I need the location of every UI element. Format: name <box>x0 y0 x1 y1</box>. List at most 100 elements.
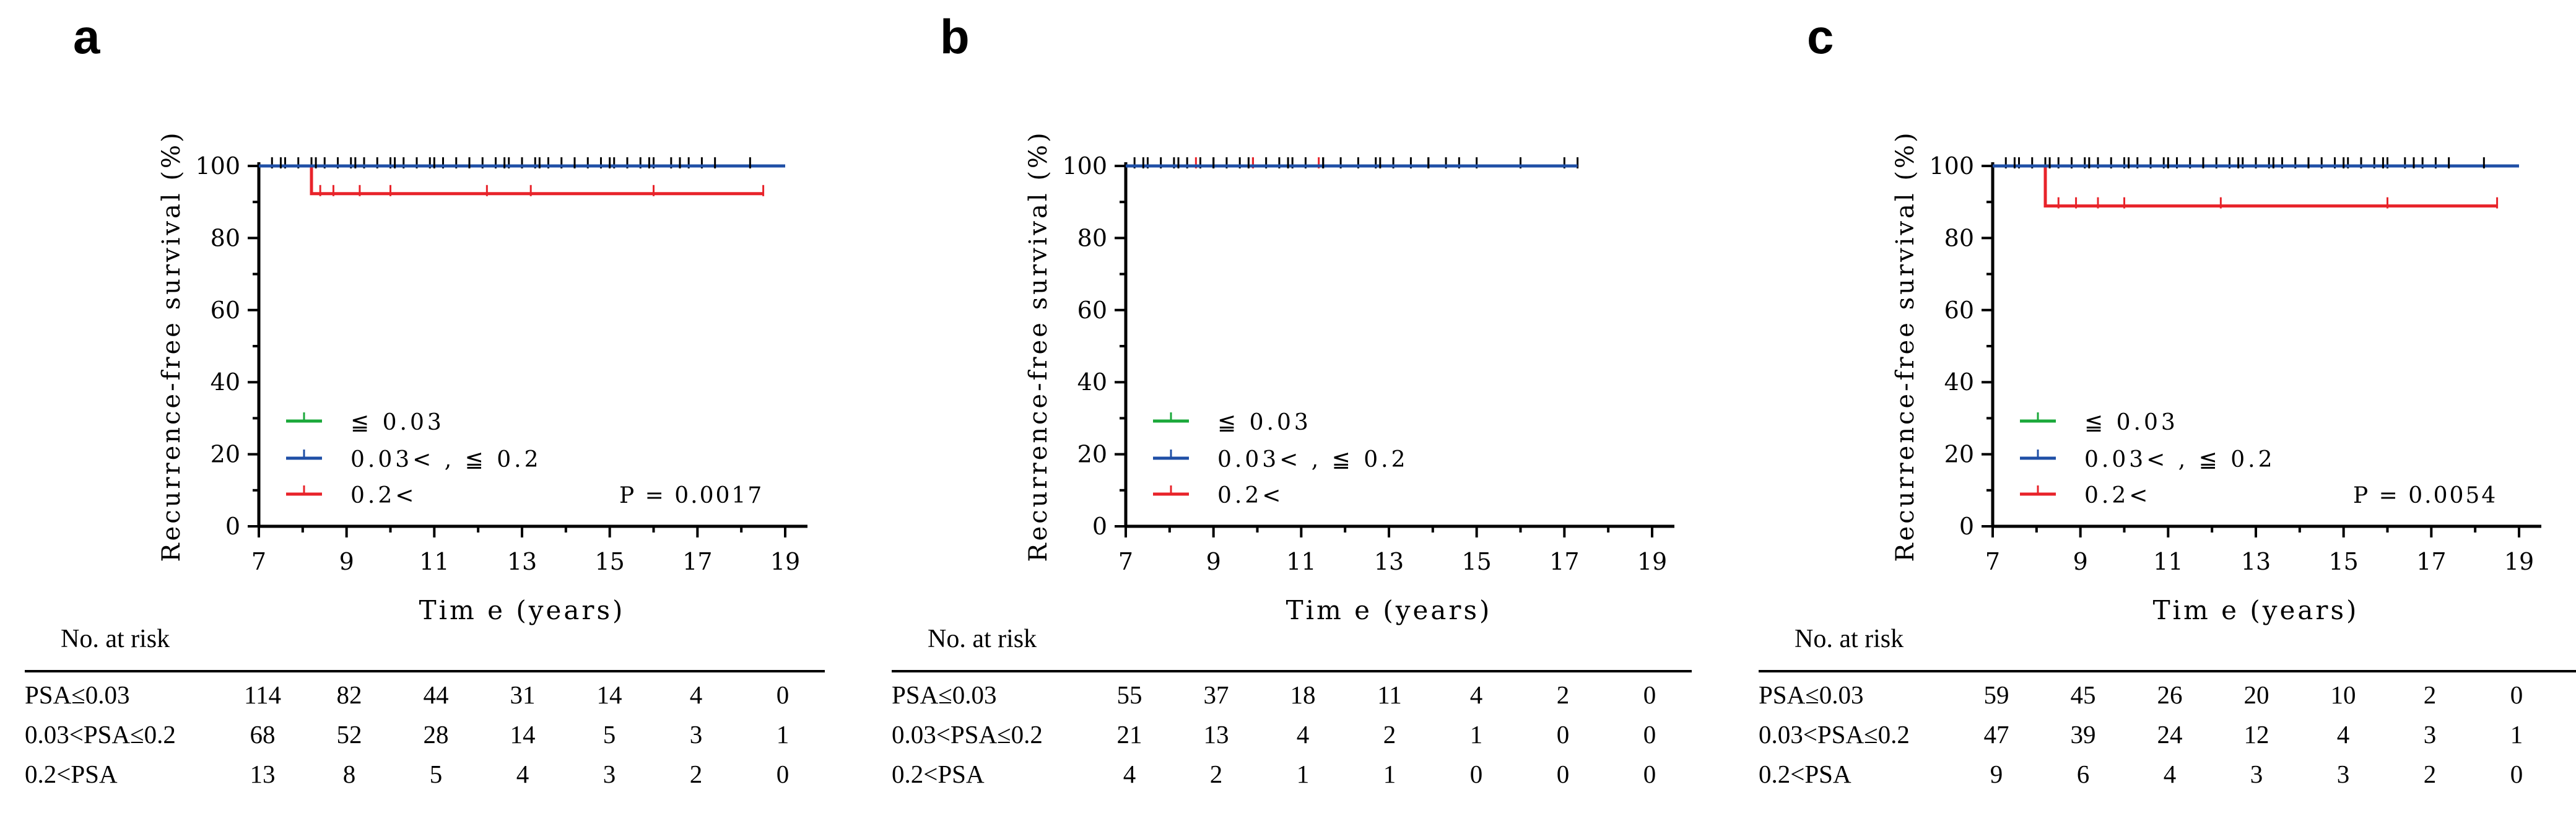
risk-cell: 4 <box>2336 720 2350 749</box>
y-tick-label: 40 <box>1077 368 1107 396</box>
x-tick-label: 15 <box>2328 548 2358 575</box>
risk-cell: 68 <box>250 720 276 749</box>
x-tick-label: 19 <box>1637 548 1667 575</box>
y-tick-label: 100 <box>1929 152 1974 180</box>
risk-row-label: PSA≤0.03 <box>25 680 130 709</box>
risk-cell: 1 <box>1383 760 1396 788</box>
legend-label: 0.03< , ≦ 0.2 <box>350 447 542 472</box>
legend-label: ≦ 0.03 <box>350 410 445 435</box>
risk-cell: 20 <box>2243 680 2269 709</box>
x-axis-title: Tim e (years) <box>1286 595 1492 625</box>
y-tick-label: 60 <box>211 297 240 324</box>
x-tick-label: 11 <box>419 548 449 575</box>
risk-row-label: PSA≤0.03 <box>1759 680 1864 709</box>
y-axis-title: Recurrence-free survival (%) <box>1891 130 1920 562</box>
risk-cell: 52 <box>336 720 362 749</box>
risk-cell: 3 <box>689 720 703 749</box>
y-axis-title: Recurrence-free survival (%) <box>157 130 186 562</box>
risk-cell: 9 <box>1990 760 2003 788</box>
risk-cell: 114 <box>244 680 281 709</box>
risk-cell: 4 <box>2163 760 2177 788</box>
risk-row-label: 0.03<PSA≤0.2 <box>25 720 176 749</box>
risk-cell: 45 <box>2070 680 2096 709</box>
risk-row: 0.2<PSA 9 6 4 3 3 2 0 <box>1759 754 2576 794</box>
risk-row-label: 0.03<PSA≤0.2 <box>1759 720 1910 749</box>
risk-cell: 0 <box>1643 760 1656 788</box>
risk-row: 0.03<PSA≤0.2 47 39 24 12 4 3 1 <box>1759 715 2576 754</box>
risk-cell: 4 <box>1296 720 1310 749</box>
y-tick-label: 80 <box>1944 224 1974 251</box>
risk-cell: 0 <box>1556 720 1570 749</box>
x-tick-label: 9 <box>2073 548 2088 575</box>
risk-cell: 2 <box>689 760 703 788</box>
y-tick-label: 0 <box>1092 513 1107 540</box>
risk-cell: 21 <box>1116 720 1142 749</box>
p-value: P = 0.0017 <box>619 483 764 508</box>
x-tick-label: 7 <box>1985 548 2000 575</box>
risk-cell: 0 <box>1643 720 1656 749</box>
x-tick-label: 11 <box>2153 548 2183 575</box>
risk-cell: 10 <box>2330 680 2356 709</box>
risk-cell: 3 <box>2336 760 2350 788</box>
legend-label: ≦ 0.03 <box>2084 410 2178 435</box>
risk-cell: 2 <box>1556 680 1570 709</box>
risk-cell: 82 <box>336 680 362 709</box>
panel-letter: b <box>940 9 970 64</box>
risk-cell: 3 <box>2250 760 2263 788</box>
risk-cell: 59 <box>1983 680 2009 709</box>
x-tick-label: 11 <box>1286 548 1316 575</box>
risk-cell: 4 <box>516 760 529 788</box>
risk-cell: 11 <box>1377 680 1402 709</box>
risk-cell: 0 <box>776 680 790 709</box>
x-tick-label: 13 <box>507 548 537 575</box>
legend-label: 0.2< <box>2084 483 2151 508</box>
risk-cell: 4 <box>689 680 703 709</box>
x-tick-label: 19 <box>770 548 800 575</box>
risk-cell: 1 <box>2510 720 2523 749</box>
y-tick-label: 40 <box>211 368 240 396</box>
panel-c: c 0 20 40 60 80 100 7 9 11 13 15 17 19 Tim e (years) R… <box>1734 0 2576 813</box>
risk-cell: 24 <box>2157 720 2183 749</box>
risk-table: PSA≤0.03 59 45 26 20 10 2 0 0.03<PSA≤0.2 47 39 24 12… <box>1759 670 2576 809</box>
km-chart-c: 0 20 40 60 80 100 7 9 11 13 15 17 19 Tim e (years) Rec… <box>1891 130 2541 625</box>
risk-cell: 5 <box>429 760 443 788</box>
x-tick-label: 7 <box>1118 548 1133 575</box>
risk-row: PSA≤0.03 59 45 26 20 10 2 0 <box>1759 675 2576 715</box>
panel-a: a 0 20 40 60 80 100 7 9 11 13 15 17 19 Tim e (years) R… <box>0 0 859 813</box>
risk-row: PSA≤0.03 114 82 44 31 14 4 0 <box>25 675 825 715</box>
risk-cell: 1 <box>776 720 790 749</box>
risk-cell: 2 <box>1383 720 1396 749</box>
y-tick-label: 20 <box>211 441 240 468</box>
risk-cell: 0 <box>1469 760 1483 788</box>
y-tick-label: 40 <box>1944 368 1974 396</box>
risk-cell: 4 <box>1469 680 1483 709</box>
risk-table-title: No. at risk <box>928 625 1037 653</box>
x-tick-label: 15 <box>594 548 624 575</box>
y-axis-title: Recurrence-free survival (%) <box>1024 130 1053 562</box>
risk-row: 0.2<PSA 4 2 1 1 0 0 0 <box>892 754 1692 794</box>
risk-cell: 2 <box>1209 760 1223 788</box>
risk-cell: 39 <box>2070 720 2096 749</box>
legend-label: 0.2< <box>350 483 417 508</box>
x-tick-label: 13 <box>1374 548 1404 575</box>
risk-cell: 31 <box>510 680 536 709</box>
risk-cell: 3 <box>603 760 616 788</box>
x-tick-label: 17 <box>1549 548 1579 575</box>
risk-cell: 0 <box>776 760 790 788</box>
x-axis-title: Tim e (years) <box>2153 595 2359 625</box>
y-tick-label: 100 <box>195 152 240 180</box>
x-tick-label: 15 <box>1461 548 1491 575</box>
panel-letter: a <box>73 9 100 64</box>
panel-letter: c <box>1807 9 1834 64</box>
survival-curve-red <box>259 164 764 196</box>
risk-cell: 13 <box>1203 720 1229 749</box>
x-tick-label: 13 <box>2241 548 2271 575</box>
risk-cell: 2 <box>2423 760 2437 788</box>
risk-cell: 55 <box>1116 680 1142 709</box>
risk-cell: 0 <box>2510 680 2523 709</box>
risk-cell: 14 <box>510 720 536 749</box>
y-tick-label: 80 <box>211 224 240 251</box>
km-chart-b: 0 20 40 60 80 100 7 9 11 13 15 17 19 Tim e (years) Rec… <box>1024 130 1674 625</box>
risk-cell: 8 <box>342 760 356 788</box>
x-tick-label: 19 <box>2504 548 2534 575</box>
